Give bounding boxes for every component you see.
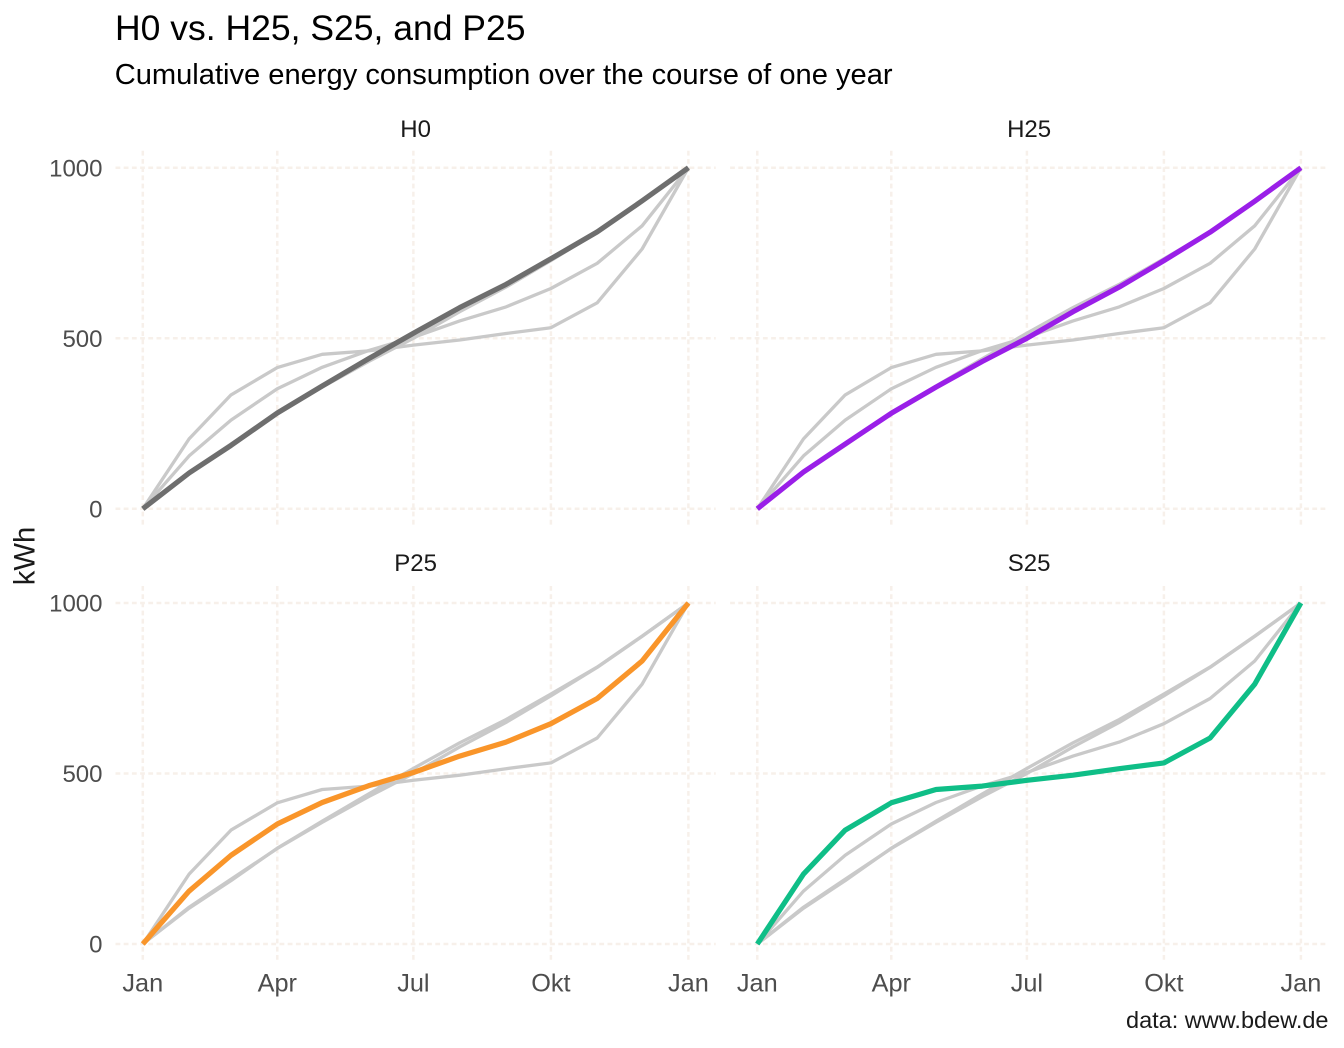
svg-text:0: 0 (89, 496, 102, 523)
svg-text:Okt: Okt (531, 970, 570, 998)
svg-text:Jul: Jul (397, 970, 429, 998)
svg-text:kWh: kWh (9, 527, 42, 586)
svg-text:P25: P25 (394, 550, 437, 577)
svg-text:Jul: Jul (1011, 970, 1043, 998)
svg-text:H0: H0 (400, 116, 431, 143)
svg-text:Cumulative energy consumption: Cumulative energy consumption over the c… (115, 59, 893, 91)
svg-text:Apr: Apr (258, 970, 297, 998)
svg-text:S25: S25 (1008, 550, 1051, 577)
svg-text:data: www.bdew.de: data: www.bdew.de (1126, 1007, 1329, 1033)
svg-text:Jan: Jan (737, 970, 778, 998)
svg-text:Jan: Jan (1281, 970, 1322, 998)
svg-text:1000: 1000 (49, 591, 102, 618)
svg-text:Apr: Apr (872, 970, 911, 998)
svg-text:500: 500 (62, 761, 102, 788)
svg-text:H0 vs. H25, S25, and P25: H0 vs. H25, S25, and P25 (115, 8, 525, 48)
svg-text:Jan: Jan (122, 970, 163, 998)
svg-text:Jan: Jan (668, 970, 709, 998)
svg-text:500: 500 (62, 326, 102, 353)
svg-text:0: 0 (89, 932, 102, 959)
svg-text:Okt: Okt (1144, 970, 1183, 998)
svg-text:1000: 1000 (49, 155, 102, 182)
svg-text:H25: H25 (1007, 116, 1051, 143)
